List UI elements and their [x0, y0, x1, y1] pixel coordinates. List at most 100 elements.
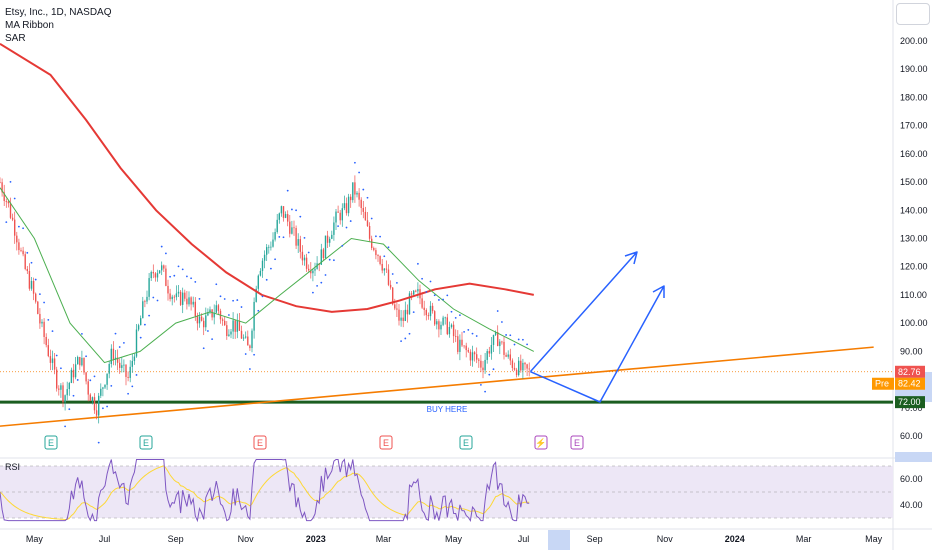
candle-body: [102, 387, 104, 389]
candle-body: [520, 360, 522, 371]
candle-body: [478, 359, 480, 361]
candle-body: [35, 293, 37, 302]
candle-body: [146, 296, 148, 302]
candle-body: [263, 254, 266, 261]
candle-body: [312, 270, 314, 274]
event-marker: [570, 435, 584, 450]
event-marker-label: E: [143, 438, 149, 448]
candle-body: [22, 250, 24, 255]
sar-dot: [144, 323, 146, 326]
price-tick-label: 110.00: [900, 290, 927, 300]
candle-body: [385, 268, 388, 270]
sar-dot: [349, 220, 352, 222]
sar-dot: [152, 296, 155, 299]
candle-body: [425, 309, 427, 316]
candle-body: [368, 226, 371, 239]
indicator-ma-ribbon[interactable]: MA Ribbon: [5, 20, 54, 31]
candle-body: [137, 325, 140, 330]
candle-body: [129, 366, 131, 378]
candle-body: [459, 339, 461, 352]
sar-dot: [278, 236, 281, 238]
sar-dot: [232, 299, 235, 302]
sar-dot: [526, 343, 528, 346]
candle-body: [274, 232, 276, 240]
sar-dot: [89, 379, 92, 382]
event-marker-label: E: [48, 438, 54, 448]
candle-body: [526, 364, 528, 369]
candle-body: [119, 362, 121, 368]
candle-body: [226, 325, 228, 336]
candle-body: [284, 214, 287, 218]
candle-body: [278, 213, 280, 220]
sar-dot: [131, 385, 134, 388]
sar-dot: [383, 255, 386, 258]
projection-arrow-bullish: [529, 251, 638, 373]
candle-body: [452, 324, 455, 337]
candle-body: [442, 317, 444, 325]
sar-dot: [110, 384, 113, 387]
candle-body: [301, 251, 304, 261]
sar-dot: [240, 306, 243, 308]
indicator-sar[interactable]: SAR: [5, 33, 26, 44]
candle-body: [169, 293, 171, 300]
sar-dot: [257, 309, 260, 312]
candle-body: [310, 270, 312, 274]
sar-dot: [76, 379, 79, 381]
candle-body: [415, 290, 417, 292]
candle-body: [494, 332, 497, 335]
candle-body: [228, 334, 230, 336]
sar-dot: [114, 332, 117, 335]
candle-body: [230, 331, 232, 335]
premarket-price-tag-text: 82.42: [898, 379, 921, 389]
candle-body: [402, 317, 404, 322]
sar-dot: [303, 237, 306, 239]
sar-dot: [307, 251, 310, 254]
sar-dot: [480, 384, 482, 386]
candle-body: [444, 317, 446, 319]
sar-dot: [30, 261, 33, 264]
candle-body: [421, 298, 423, 308]
candle-body: [513, 367, 516, 370]
candle-body: [190, 297, 192, 305]
sar-dot: [433, 294, 436, 297]
candle-body: [74, 364, 77, 378]
ma-long-line: [0, 42, 534, 313]
candle-body: [431, 305, 434, 312]
candle-body: [135, 329, 138, 357]
candle-body: [308, 268, 310, 271]
sar-dot: [354, 161, 356, 164]
candle-body: [438, 321, 440, 330]
candle-body: [345, 203, 348, 214]
sar-dot: [463, 330, 465, 333]
candle-body: [245, 336, 247, 338]
symbol-title[interactable]: Etsy, Inc., 1D, NASDAQ: [5, 7, 112, 18]
candle-body: [43, 321, 45, 337]
candle-body: [93, 397, 96, 411]
candle-body: [211, 309, 213, 318]
candle-body: [108, 363, 110, 374]
sar-dot: [501, 321, 503, 323]
candle-body: [144, 301, 146, 303]
candle-body: [198, 316, 201, 324]
sar-dot: [438, 299, 440, 301]
candle-body: [64, 395, 66, 403]
sar-dot: [417, 262, 419, 265]
support-price-tag-text: 72.00: [898, 397, 921, 407]
candle-body: [26, 268, 28, 272]
sar-dot: [102, 407, 104, 410]
candle-body: [37, 301, 39, 314]
candle-body: [509, 354, 511, 361]
sar-dot: [118, 346, 121, 348]
sar-dot: [459, 314, 461, 317]
candle-body: [488, 351, 490, 354]
chart-options-button[interactable]: [896, 3, 930, 25]
candle-body: [179, 291, 182, 305]
sar-dot: [366, 196, 369, 199]
candle-body: [68, 382, 70, 390]
candle-body: [200, 316, 203, 321]
candle-body: [131, 360, 133, 367]
sar-dot: [341, 244, 344, 247]
sar-dot: [446, 294, 449, 297]
